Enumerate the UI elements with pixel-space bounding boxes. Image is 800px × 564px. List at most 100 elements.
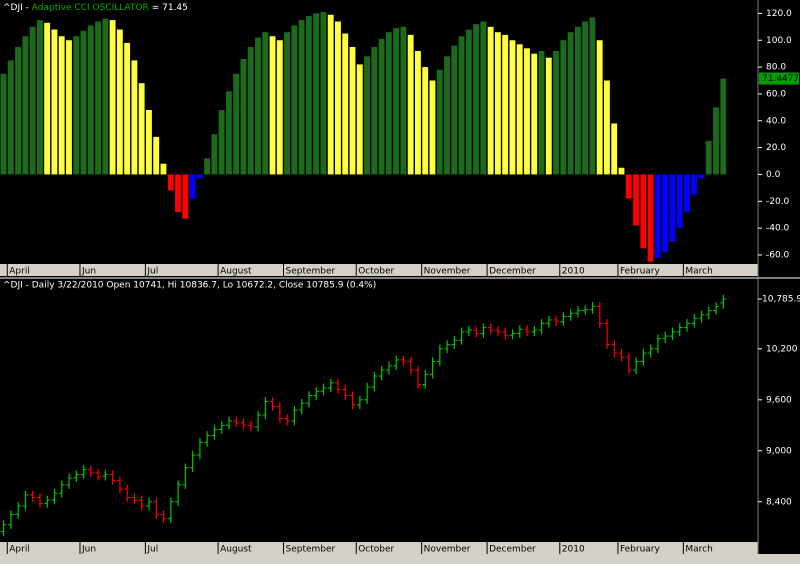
osc-bar bbox=[691, 174, 698, 195]
y-tick-label: 120.0 bbox=[766, 9, 792, 19]
osc-bar bbox=[662, 174, 669, 253]
panel-divider bbox=[0, 277, 800, 279]
osc-bar bbox=[225, 91, 232, 175]
osc-bar bbox=[407, 34, 414, 175]
osc-bar bbox=[102, 18, 109, 175]
osc-bar bbox=[502, 34, 509, 175]
osc-bar bbox=[574, 26, 581, 175]
osc-bar bbox=[480, 21, 487, 175]
osc-bar bbox=[233, 73, 240, 175]
date-axis-bottom bbox=[0, 542, 758, 554]
osc-bar bbox=[7, 60, 14, 175]
osc-bar bbox=[582, 21, 589, 175]
y-tick-label: 100.0 bbox=[766, 36, 792, 46]
osc-bar bbox=[80, 30, 87, 175]
osc-bar bbox=[451, 45, 458, 175]
osc-bar bbox=[284, 32, 290, 175]
y-tick-label: -40.0 bbox=[766, 224, 790, 234]
osc-bar bbox=[291, 25, 298, 175]
osc-bar bbox=[305, 16, 312, 175]
osc-bar bbox=[633, 174, 639, 226]
osc-bar bbox=[654, 174, 661, 258]
osc-bar bbox=[604, 80, 610, 175]
osc-bar bbox=[509, 40, 516, 175]
y-tick-label: 0.0 bbox=[766, 170, 781, 180]
osc-bar bbox=[611, 123, 618, 175]
osc-bar bbox=[531, 53, 538, 175]
osc-bar bbox=[22, 36, 29, 175]
y-tick-label: -20.0 bbox=[766, 197, 790, 207]
y-tick-label: 8,400 bbox=[766, 497, 792, 507]
osc-bar bbox=[335, 21, 341, 175]
x-tick-label: April bbox=[9, 545, 30, 555]
osc-bar bbox=[204, 158, 211, 175]
osc-bar bbox=[189, 174, 196, 199]
osc-bar bbox=[560, 40, 567, 175]
x-tick-label: November bbox=[424, 545, 471, 555]
osc-bar bbox=[371, 46, 378, 175]
title-part: Adaptive CCI OSCILLATOR bbox=[32, 3, 149, 13]
osc-bar bbox=[124, 42, 131, 175]
y-tick-label: 20.0 bbox=[766, 143, 786, 153]
osc-bar bbox=[356, 64, 363, 175]
osc-bar bbox=[44, 22, 51, 175]
osc-bar bbox=[36, 20, 43, 175]
x-tick-label: April bbox=[9, 267, 30, 277]
osc-bar bbox=[364, 56, 370, 175]
osc-bar bbox=[618, 167, 625, 175]
osc-bar bbox=[640, 174, 647, 249]
osc-bar bbox=[553, 50, 559, 175]
x-tick-label: February bbox=[620, 267, 661, 277]
x-tick-label: August bbox=[220, 545, 252, 555]
x-tick-label: Jul bbox=[146, 267, 158, 277]
x-tick-label: February bbox=[620, 545, 661, 555]
osc-bar bbox=[153, 136, 160, 175]
osc-bar bbox=[414, 50, 421, 175]
title-part: = 71.45 bbox=[152, 3, 188, 13]
osc-bar bbox=[51, 29, 58, 175]
x-tick-label: October bbox=[358, 267, 394, 277]
osc-bar bbox=[131, 60, 138, 175]
osc-bar bbox=[269, 36, 276, 175]
y-tick-label: 40.0 bbox=[766, 116, 786, 126]
x-tick-label: 2010 bbox=[562, 267, 585, 277]
osc-bar bbox=[313, 13, 320, 175]
osc-bar bbox=[146, 110, 152, 175]
osc-bar bbox=[342, 33, 349, 175]
x-tick-label: November bbox=[424, 267, 471, 277]
osc-bar bbox=[465, 29, 472, 175]
osc-bar bbox=[422, 67, 429, 175]
osc-bar bbox=[487, 26, 494, 175]
osc-bar bbox=[66, 40, 72, 175]
osc-bar bbox=[255, 37, 261, 175]
osc-bar bbox=[400, 26, 407, 175]
x-tick-label: December bbox=[489, 545, 536, 555]
osc-bar bbox=[647, 174, 654, 262]
y-tick-label: 9,000 bbox=[766, 446, 792, 456]
price-title: ^DJI - Daily 3/22/2010 Open 10741, Hi 10… bbox=[3, 281, 376, 291]
x-tick-label: March bbox=[685, 267, 712, 277]
osc-bar bbox=[625, 174, 632, 199]
x-tick-label: March bbox=[685, 545, 712, 555]
y-tick-label: 9,600 bbox=[766, 395, 792, 405]
osc-bar bbox=[211, 134, 218, 175]
osc-bar bbox=[705, 140, 712, 175]
osc-bar bbox=[429, 80, 436, 175]
osc-bar bbox=[160, 163, 167, 175]
y-tick-label: 10,200 bbox=[766, 344, 798, 354]
osc-bar bbox=[240, 59, 247, 175]
status-strip bbox=[0, 554, 800, 564]
osc-bar bbox=[473, 24, 480, 175]
osc-bar bbox=[713, 107, 719, 175]
last-value-label: 71.4477 bbox=[762, 74, 799, 84]
x-tick-label: Jun bbox=[81, 267, 96, 277]
osc-bar bbox=[516, 44, 523, 175]
osc-bar bbox=[182, 174, 189, 219]
osc-bar bbox=[196, 174, 203, 179]
osc-bar bbox=[393, 28, 400, 175]
osc-bar bbox=[444, 56, 450, 175]
x-tick-label: October bbox=[358, 545, 394, 555]
x-tick-label: December bbox=[489, 267, 536, 277]
x-tick-label: Jul bbox=[146, 545, 158, 555]
